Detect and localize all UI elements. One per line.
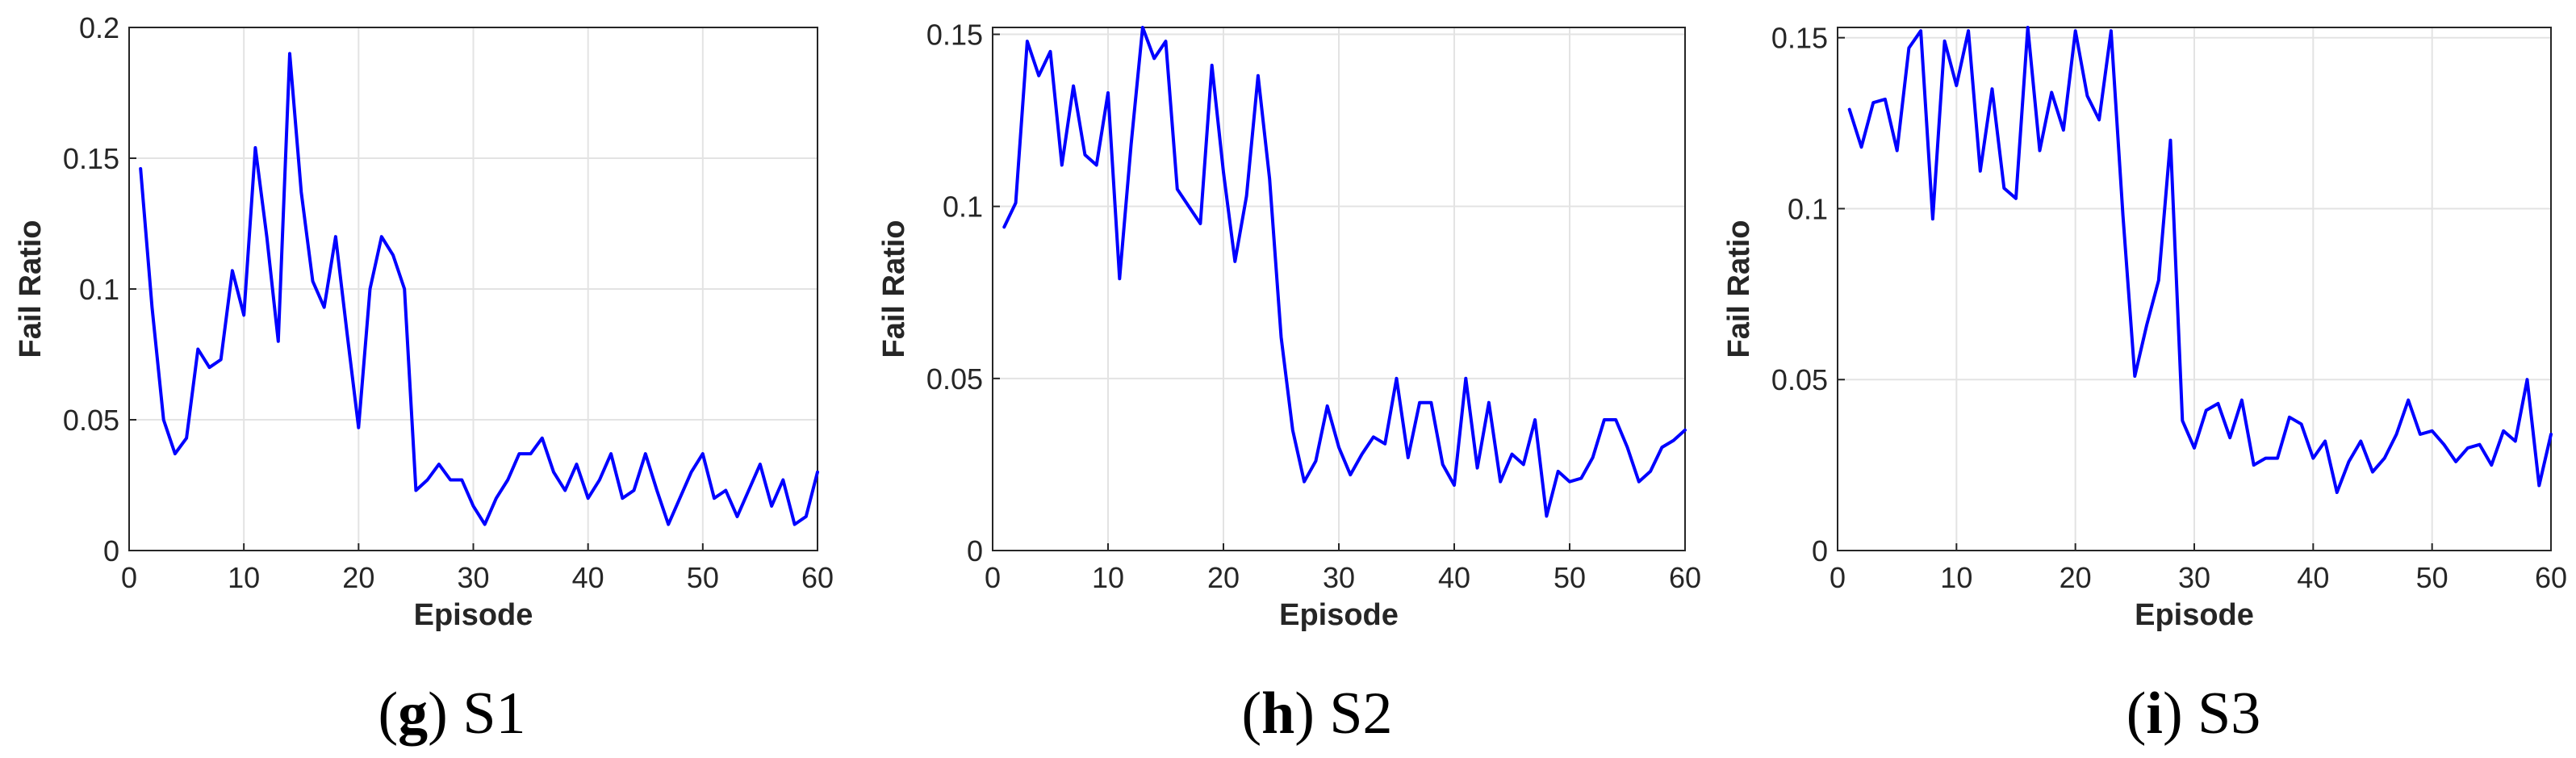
y-tick-label: 0.1	[1788, 192, 1828, 225]
y-tick-label: 0.2	[79, 11, 119, 44]
chart-panel-i: 0 10 20 30 40 50 60 0 0.05 0.1 0.15 Episode Fail Rat…	[1722, 22, 2567, 747]
y-axis-label: Fail Ratio	[877, 220, 911, 358]
x-tick-label: 40	[2297, 561, 2329, 594]
caption-letter: g	[398, 681, 428, 747]
caption-paren-close: )	[1294, 681, 1315, 747]
x-tick-label: 10	[1092, 561, 1124, 594]
panel-caption: (g) S1	[378, 681, 526, 747]
y-tick-label: 0.1	[943, 191, 983, 224]
panel-caption: (h) S2	[1241, 681, 1392, 747]
caption-label: S1	[448, 681, 526, 747]
y-tick-label: 0.15	[63, 142, 119, 175]
series-line	[139, 52, 819, 526]
x-tick-label: 10	[228, 561, 260, 594]
x-tick-label: 50	[2416, 561, 2448, 594]
y-axis-label: Fail Ratio	[14, 220, 48, 358]
y-tick-label: 0	[1812, 534, 1828, 567]
y-tick-label: 0	[103, 534, 119, 567]
x-tick-label: 20	[1207, 561, 1240, 594]
x-tick-label: 30	[1323, 561, 1355, 594]
series-line	[1847, 26, 2553, 494]
x-tick-label: 20	[342, 561, 374, 594]
y-tick-label: 0.15	[926, 19, 983, 52]
caption-label: S2	[1315, 681, 1393, 747]
x-tick-label: 40	[572, 561, 604, 594]
x-tick-label: 20	[2060, 561, 2092, 594]
x-tick-label: 60	[1669, 561, 1701, 594]
x-tick-label: 60	[2535, 561, 2567, 594]
x-tick-label: 60	[801, 561, 834, 594]
x-tick-label: 30	[2178, 561, 2210, 594]
x-axis-label: Episode	[414, 598, 533, 632]
y-tick-label: 0.05	[63, 404, 119, 437]
x-tick-label: 50	[1554, 561, 1586, 594]
caption-paren-close: )	[428, 681, 448, 747]
chart-panel-h: 0 10 20 30 40 50 60 0 0.05 0.1 0.15 Episode Fail Rat…	[877, 19, 1701, 747]
x-tick-label: 10	[1940, 561, 1972, 594]
caption-paren-open: (	[378, 681, 399, 747]
series-line	[1002, 26, 1687, 518]
y-tick-label: 0.15	[1771, 22, 1828, 55]
x-tick-label: 0	[985, 561, 1001, 594]
y-tick-label: 0.05	[1771, 363, 1828, 396]
x-tick-label: 0	[121, 561, 137, 594]
x-tick-label: 50	[687, 561, 719, 594]
y-tick-label: 0.1	[79, 273, 119, 306]
caption-letter: i	[2146, 681, 2163, 747]
x-tick-label: 30	[457, 561, 489, 594]
y-axis-label: Fail Ratio	[1722, 220, 1756, 358]
caption-paren-close: )	[2163, 681, 2183, 747]
x-tick-label: 40	[1438, 561, 1470, 594]
panel-caption: (i) S3	[2126, 681, 2261, 747]
y-tick-label: 0.05	[926, 362, 983, 396]
y-tick-label: 0	[967, 534, 983, 567]
x-tick-label: 0	[1830, 561, 1846, 594]
x-axis-label: Episode	[2135, 598, 2254, 632]
caption-letter: h	[1261, 681, 1294, 747]
caption-label: S3	[2183, 681, 2261, 747]
caption-paren-open: (	[2126, 681, 2147, 747]
chart-panel-g: 0 10 20 30 40 50 60 0 0.05 0.1 0.15 0.2 Episode Fail …	[14, 11, 834, 747]
caption-paren-open: (	[1241, 681, 1261, 747]
x-axis-label: Episode	[1279, 598, 1399, 632]
